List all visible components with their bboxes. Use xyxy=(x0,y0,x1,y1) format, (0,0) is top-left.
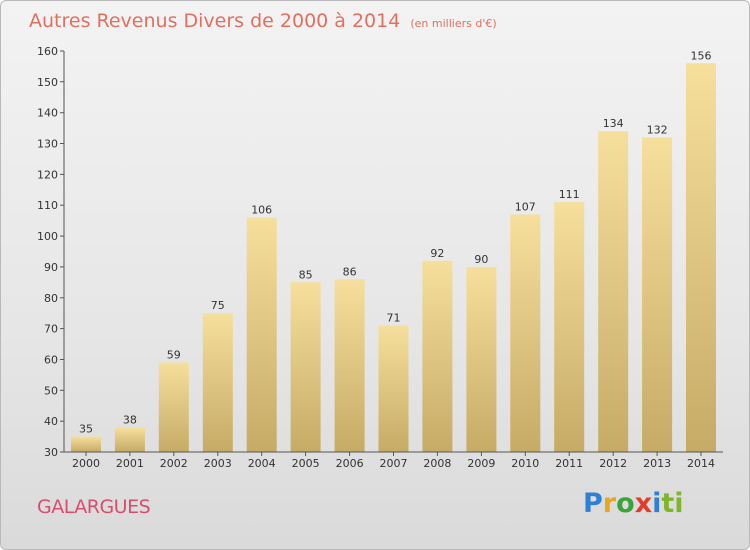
bar-value-label: 75 xyxy=(211,299,225,312)
y-tick-label: 70 xyxy=(44,323,58,336)
bar-value-label: 35 xyxy=(79,423,93,436)
bar-value-label: 38 xyxy=(123,413,137,426)
y-tick-label: 90 xyxy=(44,261,58,274)
x-tick-label: 2014 xyxy=(687,457,715,470)
proxiti-logo: Proxiti xyxy=(583,488,684,519)
y-tick-label: 160 xyxy=(37,45,58,58)
axis-layer: 2000 2001 2002 2003 2004 2005 2006 2007 2008 2009… xyxy=(37,45,723,470)
bar-2000 xyxy=(71,436,101,452)
x-tick-label: 2012 xyxy=(599,457,627,470)
labels-layer: 35 38 59 75 106 85 86 71 92 90 107 111 134 132 156 xyxy=(79,49,712,435)
bar-value-label: 86 xyxy=(343,265,357,278)
x-tick-label: 2007 xyxy=(380,457,408,470)
y-tick-label: 110 xyxy=(37,199,58,212)
bar-value-label: 134 xyxy=(603,117,624,130)
bar-2013 xyxy=(642,137,673,452)
bar-value-label: 106 xyxy=(251,204,272,217)
logo-letter: i xyxy=(652,488,662,519)
logo-letter: P xyxy=(583,488,603,519)
y-tick-label: 100 xyxy=(37,230,58,243)
y-tick-label: 40 xyxy=(44,415,58,428)
bar-2012 xyxy=(598,131,629,452)
bars-layer xyxy=(71,63,716,453)
bar-value-label: 107 xyxy=(515,201,536,214)
bar-value-label: 71 xyxy=(387,312,401,325)
commune-name: GALARGUES xyxy=(37,496,151,518)
y-tick-label: 120 xyxy=(37,168,58,181)
bar-2008 xyxy=(422,260,453,452)
x-tick-label: 2009 xyxy=(467,457,495,470)
bar-2006 xyxy=(334,279,365,452)
y-tick-label: 50 xyxy=(44,384,58,397)
logo-letter: ti xyxy=(661,488,684,519)
bar-value-label: 85 xyxy=(299,268,313,281)
x-tick-label: 2002 xyxy=(160,457,188,470)
logo-letter: r xyxy=(602,488,617,519)
bar-2014 xyxy=(686,63,716,453)
x-tick-label: 2001 xyxy=(116,457,144,470)
x-tick-label: 2010 xyxy=(511,457,539,470)
bar-2005 xyxy=(290,282,321,452)
y-tick-label: 150 xyxy=(37,76,58,89)
y-tick-label: 140 xyxy=(37,107,58,120)
bar-2010 xyxy=(510,214,541,452)
x-tick-label: 2008 xyxy=(423,457,451,470)
bar-value-label: 92 xyxy=(430,247,444,260)
bar-value-label: 156 xyxy=(691,49,712,62)
bar-2003 xyxy=(202,313,233,452)
chart-title-text: Autres Revenus Divers de 2000 à 2014 xyxy=(29,10,401,32)
bar-2007 xyxy=(378,325,409,452)
x-tick-label: 2000 xyxy=(72,457,100,470)
logo-letter: x xyxy=(634,488,653,519)
logo-letter: o xyxy=(616,488,635,519)
chart-title: Autres Revenus Divers de 2000 à 2014 (en… xyxy=(29,10,497,32)
bar-2011 xyxy=(554,202,585,452)
x-tick-label: 2004 xyxy=(248,457,276,470)
bar-value-label: 90 xyxy=(474,253,488,266)
bar-2002 xyxy=(158,362,189,452)
x-tick-label: 2005 xyxy=(292,457,320,470)
bar-value-label: 59 xyxy=(167,349,181,362)
x-tick-label: 2011 xyxy=(555,457,583,470)
bar-value-label: 111 xyxy=(559,188,580,201)
x-tick-label: 2006 xyxy=(336,457,364,470)
x-tick-label: 2003 xyxy=(204,457,232,470)
x-tick-label: 2013 xyxy=(643,457,671,470)
bar-2001 xyxy=(114,427,145,452)
y-tick-label: 60 xyxy=(44,354,58,367)
bar-value-label: 132 xyxy=(647,123,668,136)
bar-2004 xyxy=(246,217,277,452)
y-tick-label: 80 xyxy=(44,292,58,305)
y-tick-label: 30 xyxy=(44,446,58,459)
bar-2009 xyxy=(466,266,497,452)
y-tick-label: 130 xyxy=(37,138,58,151)
chart-subtitle: (en milliers d'€) xyxy=(410,17,497,30)
